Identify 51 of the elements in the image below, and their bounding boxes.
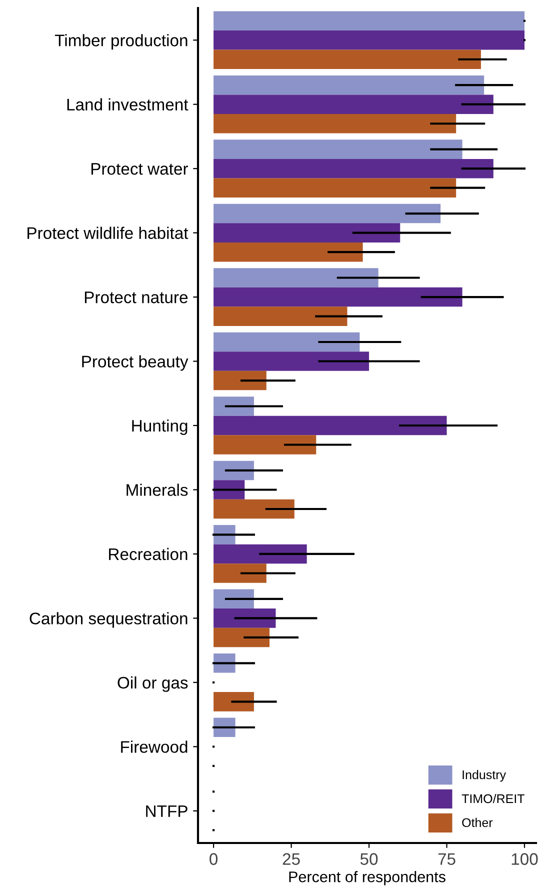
bar (214, 223, 400, 242)
bar (214, 140, 462, 159)
bar (214, 268, 378, 288)
legend-label: Other (462, 818, 493, 828)
bar (214, 460, 254, 480)
bar (214, 50, 481, 70)
bar (214, 608, 276, 628)
legend-label: Industry (462, 770, 506, 782)
x-tick-label: 25 (282, 853, 300, 865)
bar (214, 332, 360, 352)
bar (214, 499, 294, 519)
bar (214, 204, 441, 224)
x-tick-label: 100 (512, 853, 538, 865)
bar (214, 30, 524, 50)
bar (214, 178, 456, 198)
bar (214, 692, 254, 712)
bar (214, 544, 307, 564)
y-tick-label: Minerals (126, 484, 188, 496)
bar (214, 352, 370, 371)
y-tick-label: Hunting (132, 419, 188, 435)
bar (214, 306, 348, 326)
y-tick-label: Firewood (121, 740, 188, 753)
bar (214, 11, 524, 30)
bar (214, 287, 462, 307)
y-tick-label: Protect water (91, 163, 188, 175)
x-axis-title: Percent of respondents (289, 871, 446, 886)
x-tick-label: 0 (210, 853, 218, 865)
bar (214, 370, 266, 390)
legend-label: TIMO/REIT (462, 794, 524, 804)
y-tick-label: Protect nature (84, 292, 188, 304)
y-tick-label: Carbon sequestration (30, 612, 188, 628)
bar (214, 242, 363, 262)
bar (214, 589, 254, 609)
bar (214, 75, 484, 95)
y-tick-label: Recreation (109, 548, 188, 560)
bar (214, 435, 316, 454)
bar (214, 396, 254, 416)
bar (214, 628, 270, 648)
bar (214, 158, 494, 178)
x-tick-label: 50 (360, 853, 378, 865)
y-tick-label: Oil or gas (118, 676, 188, 692)
y-tick-label: Land investment (67, 98, 188, 111)
bar (214, 564, 266, 583)
y-tick-label: NTFP (146, 805, 188, 817)
x-tick-label: 75 (438, 853, 456, 865)
bar (214, 94, 494, 114)
bar (214, 114, 456, 134)
y-tick-label: Timber production (54, 34, 188, 50)
y-tick-label: Protect beauty (82, 355, 188, 371)
y-tick-label: Protect wildlife habitat (28, 226, 188, 240)
bar (214, 416, 447, 436)
